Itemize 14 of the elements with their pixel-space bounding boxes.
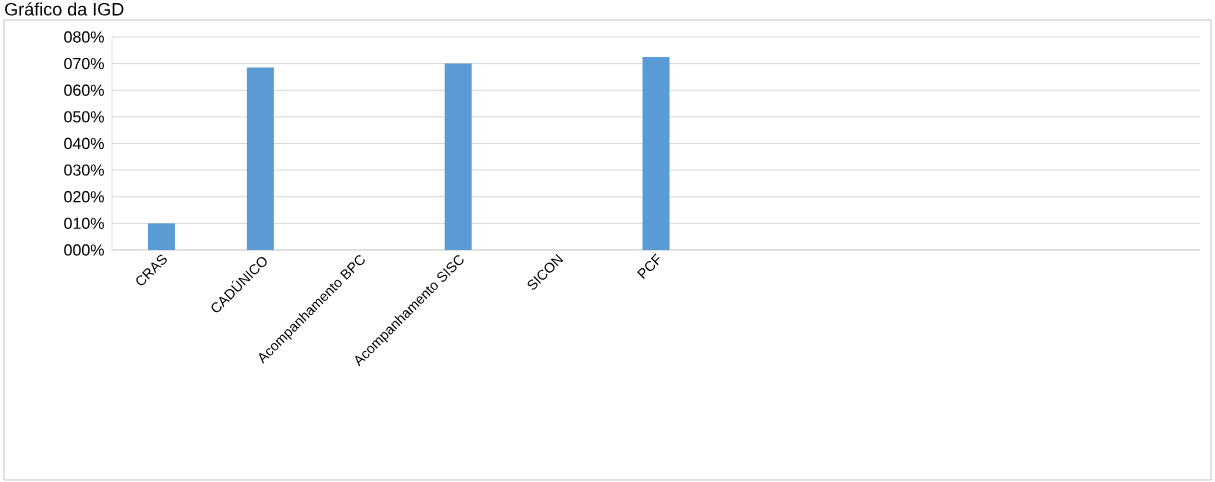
y-tick-label: 010% (64, 217, 104, 230)
y-tick-label: 040% (64, 137, 104, 150)
chart-title: Gráfico da IGD (5, 2, 124, 16)
y-tick-label: 060% (64, 84, 104, 96)
y-tick-label: 070% (64, 57, 104, 70)
bar (444, 63, 472, 250)
bar (147, 223, 175, 250)
bar (642, 56, 670, 250)
y-tick-label: 030% (64, 164, 104, 176)
y-tick-label: 050% (64, 111, 104, 123)
y-tick-label: 000% (64, 244, 104, 256)
y-tick-label: 020% (64, 191, 104, 203)
y-tick-label: 080% (64, 31, 104, 43)
bar (246, 67, 274, 250)
